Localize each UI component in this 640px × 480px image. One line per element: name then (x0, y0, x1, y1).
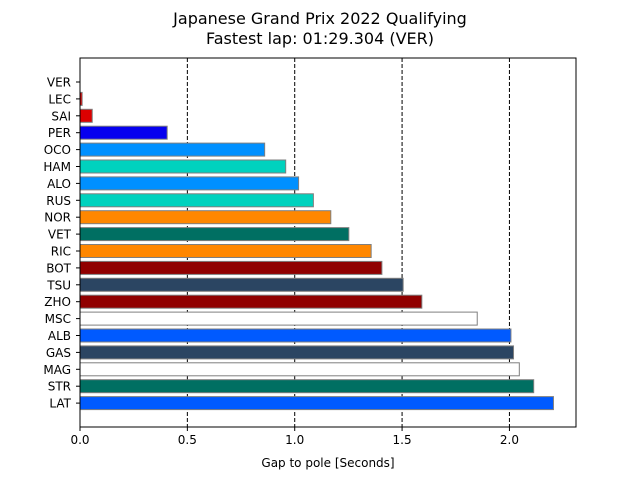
y-axis-ticks: VER LEC SAI PER OCO HAM ALO RUS NOR VET RIC BOT TSU Z… (43, 76, 80, 411)
chart-subtitle: Fastest lap: 01:29.304 (VER) (206, 29, 434, 48)
x-tick-label: 1.0 (285, 433, 304, 447)
bar-nor (79, 210, 332, 225)
plot-frame (79, 57, 577, 428)
y-tick-label-gas: GAS (46, 346, 71, 360)
y-tick-label-oco: OCO (44, 143, 71, 157)
y-tick-label-msc: MSC (45, 312, 71, 326)
bar-ham (79, 159, 287, 174)
x-tick-label: 2.0 (500, 433, 519, 447)
y-tick-label-lat: LAT (49, 397, 71, 411)
chart-title: Japanese Grand Prix 2022 Qualifying (172, 9, 467, 28)
y-tick-label-alo: ALO (47, 177, 71, 191)
bar-alb (79, 328, 512, 343)
bar-zho (79, 294, 423, 309)
x-axis-label: Gap to pole [Seconds] (261, 456, 394, 470)
y-tick-label-vet: VET (48, 228, 72, 242)
y-tick-label-ver: VER (47, 76, 71, 90)
y-tick-label-zho: ZHO (44, 295, 71, 309)
bar-msc (79, 311, 478, 326)
bar-lat (79, 396, 554, 411)
y-tick-label-str: STR (48, 380, 71, 394)
y-tick-label-ric: RIC (51, 245, 71, 259)
y-tick-label-per: PER (48, 126, 71, 140)
y-tick-label-sai: SAI (51, 109, 71, 123)
y-tick-label-alb: ALB (48, 329, 71, 343)
bar-sai (79, 108, 93, 123)
bar-vet (79, 227, 350, 242)
bar-tsu (79, 277, 404, 292)
y-tick-label-lec: LEC (48, 92, 71, 106)
x-tick-label: 0.0 (70, 433, 89, 447)
bar-gas (79, 345, 515, 360)
bar-rus (79, 193, 314, 208)
y-tick-label-mag: MAG (43, 363, 71, 377)
y-tick-label-bot: BOT (46, 261, 71, 275)
y-tick-label-ham: HAM (43, 160, 71, 174)
bar-oco (79, 142, 266, 157)
x-axis-ticks: 0.0 0.5 1.0 1.5 2.0 (70, 427, 519, 447)
bar-alo (79, 176, 300, 191)
bar-bot (79, 260, 383, 275)
bar-per (79, 125, 168, 140)
x-tick-label: 1.5 (393, 433, 412, 447)
y-tick-label-nor: NOR (44, 211, 71, 225)
bar-mag (79, 362, 520, 377)
bar-ric (79, 244, 372, 258)
bar-str (79, 379, 535, 394)
y-tick-label-rus: RUS (46, 194, 71, 208)
x-tick-label: 0.5 (178, 433, 197, 447)
bars-layer (79, 91, 554, 411)
y-tick-label-tsu: TSU (46, 278, 71, 292)
